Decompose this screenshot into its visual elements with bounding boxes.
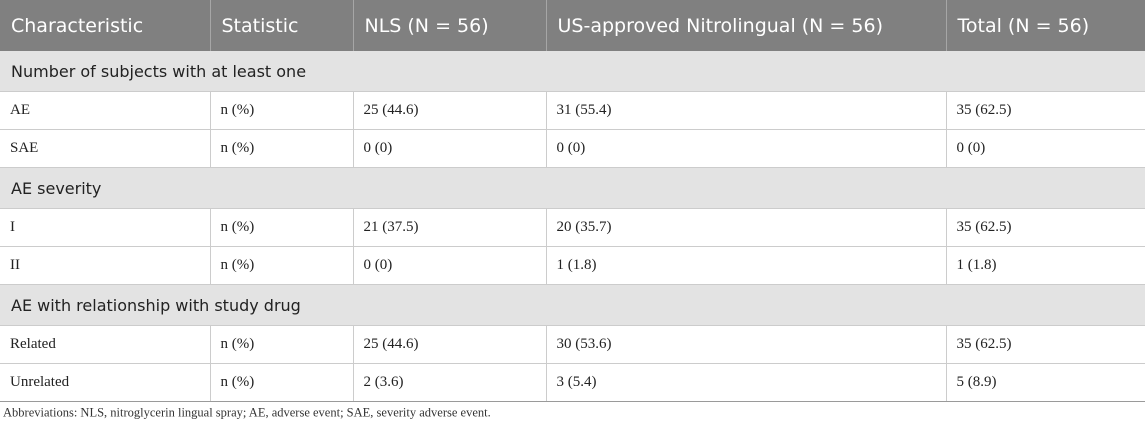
cell-statistic: n (%) bbox=[210, 208, 354, 247]
cell-statistic: n (%) bbox=[210, 246, 354, 285]
header-row: Characteristic Statistic NLS (N = 56) US… bbox=[0, 0, 1145, 51]
cell-statistic: n (%) bbox=[210, 325, 354, 364]
cell-total: 35 (62.5) bbox=[946, 91, 1145, 130]
cell-statistic: n (%) bbox=[210, 363, 354, 402]
cell-characteristic: Related bbox=[0, 325, 211, 364]
cell-characteristic: AE bbox=[0, 91, 211, 130]
table-footnote: Abbreviations: NLS, nitroglycerin lingua… bbox=[3, 405, 491, 420]
section-row: AE severity bbox=[0, 167, 1145, 209]
section-row: Number of subjects with at least one bbox=[0, 51, 1145, 92]
cell-nls: 0 (0) bbox=[353, 129, 547, 168]
cell-nitrolingual: 0 (0) bbox=[546, 129, 947, 168]
section-title: Number of subjects with at least one bbox=[0, 51, 1145, 92]
section-row: AE with relationship with study drug bbox=[0, 284, 1145, 326]
cell-statistic: n (%) bbox=[210, 91, 354, 130]
cell-nls: 25 (44.6) bbox=[353, 325, 547, 364]
cell-nitrolingual: 3 (5.4) bbox=[546, 363, 947, 402]
cell-nls: 25 (44.6) bbox=[353, 91, 547, 130]
cell-nitrolingual: 31 (55.4) bbox=[546, 91, 947, 130]
header-nitrolingual: US-approved Nitrolingual (N = 56) bbox=[546, 0, 947, 51]
section-title: AE severity bbox=[0, 167, 1145, 209]
table-row: SAE n (%) 0 (0) 0 (0) 0 (0) bbox=[0, 129, 1145, 168]
header-nls: NLS (N = 56) bbox=[353, 0, 547, 51]
table-row: Related n (%) 25 (44.6) 30 (53.6) 35 (62… bbox=[0, 325, 1145, 364]
cell-total: 0 (0) bbox=[946, 129, 1145, 168]
cell-nitrolingual: 30 (53.6) bbox=[546, 325, 947, 364]
table-row: Unrelated n (%) 2 (3.6) 3 (5.4) 5 (8.9) bbox=[0, 363, 1145, 402]
cell-characteristic: I bbox=[0, 208, 211, 247]
cell-characteristic: Unrelated bbox=[0, 363, 211, 402]
cell-total: 5 (8.9) bbox=[946, 363, 1145, 402]
section-title: AE with relationship with study drug bbox=[0, 284, 1145, 326]
table-row: II n (%) 0 (0) 1 (1.8) 1 (1.8) bbox=[0, 246, 1145, 285]
cell-total: 35 (62.5) bbox=[946, 208, 1145, 247]
header-statistic: Statistic bbox=[210, 0, 354, 51]
cell-total: 1 (1.8) bbox=[946, 246, 1145, 285]
adverse-events-table: Characteristic Statistic NLS (N = 56) US… bbox=[0, 0, 1145, 402]
cell-nls: 2 (3.6) bbox=[353, 363, 547, 402]
cell-nitrolingual: 1 (1.8) bbox=[546, 246, 947, 285]
table-row: AE n (%) 25 (44.6) 31 (55.4) 35 (62.5) bbox=[0, 91, 1145, 130]
cell-characteristic: SAE bbox=[0, 129, 211, 168]
cell-total: 35 (62.5) bbox=[946, 325, 1145, 364]
cell-nls: 21 (37.5) bbox=[353, 208, 547, 247]
cell-statistic: n (%) bbox=[210, 129, 354, 168]
cell-nitrolingual: 20 (35.7) bbox=[546, 208, 947, 247]
header-total: Total (N = 56) bbox=[946, 0, 1145, 51]
header-characteristic: Characteristic bbox=[0, 0, 211, 51]
cell-nls: 0 (0) bbox=[353, 246, 547, 285]
cell-characteristic: II bbox=[0, 246, 211, 285]
table-row: I n (%) 21 (37.5) 20 (35.7) 35 (62.5) bbox=[0, 208, 1145, 247]
